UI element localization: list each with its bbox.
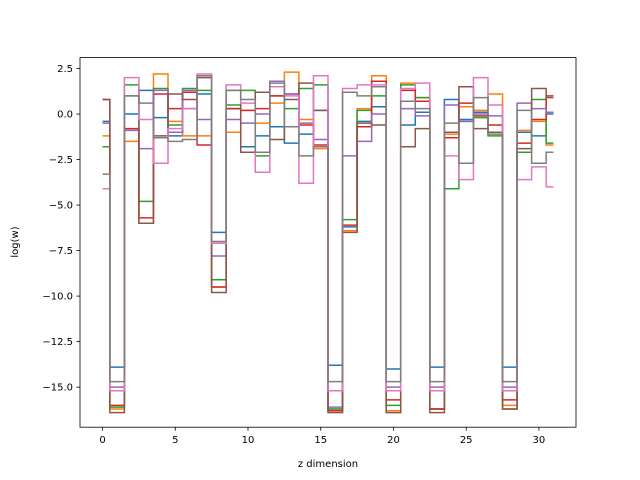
y-tick-label: −12.5 xyxy=(42,337,73,348)
plot-frame xyxy=(79,57,577,428)
series-layer xyxy=(102,71,554,414)
x-tick-label: 0 xyxy=(99,435,105,446)
x-axis-label: z dimension xyxy=(298,459,358,470)
y-tick-label: −5.0 xyxy=(49,201,73,212)
x-tick-label: 15 xyxy=(314,435,327,446)
y-axis-ticks: 2.5 0.0 −2.5 −5.0 −7.5 −10.0 −12.5 −15.0 xyxy=(42,64,80,394)
x-tick-label: 10 xyxy=(242,435,255,446)
y-tick-label: 0.0 xyxy=(57,110,73,121)
y-tick-label: −7.5 xyxy=(49,246,73,257)
x-axis-ticks: 0 5 10 15 20 25 30 xyxy=(99,427,545,446)
y-tick-label: −10.0 xyxy=(42,292,73,303)
x-tick-label: 5 xyxy=(172,435,178,446)
x-tick-label: 25 xyxy=(460,435,473,446)
x-tick-label: 30 xyxy=(533,435,546,446)
y-tick-label: 2.5 xyxy=(57,64,73,75)
x-tick-label: 20 xyxy=(387,435,400,446)
y-axis-label: log(w) xyxy=(10,226,21,257)
series-line-7 xyxy=(102,73,554,392)
y-tick-label: −2.5 xyxy=(49,155,73,166)
series-line-8 xyxy=(102,75,554,383)
y-tick-label: −15.0 xyxy=(42,383,73,394)
